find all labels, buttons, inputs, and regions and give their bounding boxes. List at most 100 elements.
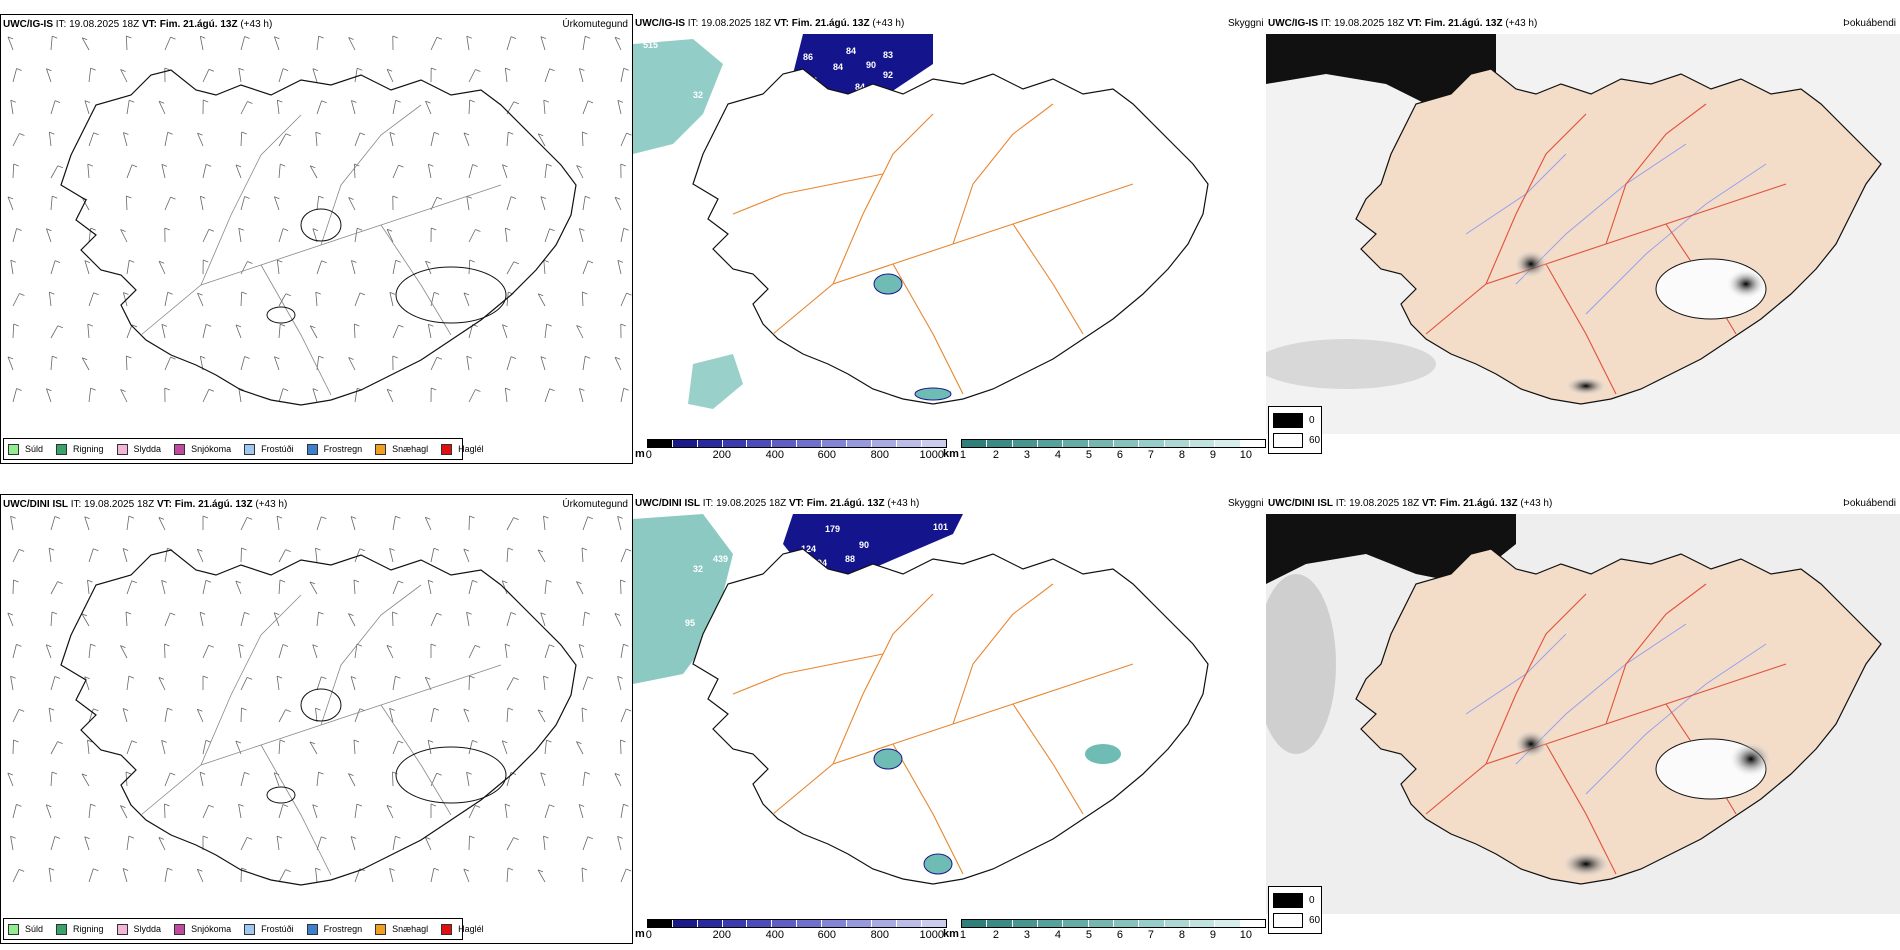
wind-barb (389, 708, 394, 723)
wind-barb-tick (540, 772, 546, 776)
wind-barb (468, 259, 471, 275)
wind-barb (430, 548, 435, 563)
wind-barb-tick (87, 579, 93, 583)
wind-barb (506, 196, 512, 211)
wind-barb-tick (466, 611, 472, 615)
wind-barb (463, 868, 470, 883)
wind-barb-tick (7, 772, 13, 776)
wind-barb-tick (398, 164, 404, 168)
wind-barb (614, 197, 622, 211)
wind-barb-tick (167, 291, 173, 295)
wind-barb-tick (197, 548, 203, 552)
wind-barb (468, 69, 476, 83)
low-vis-south-patch (914, 387, 952, 401)
wind-barb (506, 132, 509, 147)
wind-barb-tick (93, 132, 99, 136)
wind-barb-tick (274, 772, 280, 776)
wind-barb-tick (427, 579, 434, 583)
wind-barb-tick (170, 772, 176, 776)
vis-colorbar: km 1 2 3 4 5 6 7 8 9 10 (943, 919, 1266, 942)
wind-barb (353, 579, 356, 595)
legend-item-sudl: Súld (8, 443, 43, 455)
wind-barb-tick (587, 260, 594, 264)
wind-barb-tick (54, 260, 61, 263)
wind-barb-tick (199, 611, 206, 615)
wind-barb-tick (348, 773, 354, 776)
wind-barb (316, 100, 322, 115)
wind-barb (48, 132, 52, 147)
swatch-sudl-icon (8, 443, 19, 455)
wind-barb (7, 36, 14, 51)
wind-barb-tick (126, 355, 132, 359)
wind-barb (199, 772, 204, 787)
wind-barb (278, 324, 281, 339)
wind-barb (582, 772, 586, 787)
wind-barb (504, 804, 508, 819)
wind-barb-tick (549, 804, 555, 808)
wind-barb-tick (430, 803, 437, 807)
cloud-base-number: 266 (745, 524, 760, 534)
ceiling-unit: m (635, 928, 645, 940)
wind-barb (506, 612, 512, 627)
wind-barb (48, 548, 52, 563)
fog-gray-west (1266, 574, 1336, 754)
wind-barb-tick (614, 613, 621, 616)
fog-dark-glacier (1726, 269, 1766, 299)
wind-barb-tick (392, 355, 398, 359)
wind-barb (238, 228, 242, 243)
wind-barb (543, 836, 546, 851)
wind-barb (576, 165, 584, 179)
wind-barb-tick (122, 708, 129, 711)
wind-barb (581, 547, 584, 563)
wind-barb (81, 197, 90, 211)
wind-barb (120, 805, 128, 819)
wind-barb (543, 516, 546, 531)
swatch-snjokoma-icon (174, 923, 186, 935)
wind-barb-tick (537, 709, 544, 713)
wind-barb-tick (436, 36, 443, 40)
wind-barb-tick (235, 580, 241, 584)
wind-barb-tick (540, 356, 547, 359)
fog-legend-item-0: 0 (1269, 890, 1321, 910)
wind-barb (386, 645, 394, 659)
wind-barb (48, 868, 52, 883)
wind-barb (126, 100, 130, 115)
wind-barb-tick (507, 707, 514, 711)
legend-item-haglel: Haglél (441, 443, 484, 455)
wind-barb-tick (312, 228, 319, 231)
wind-barb (10, 836, 14, 851)
wind-barb-tick (310, 165, 316, 169)
wind-barb-tick (84, 836, 90, 840)
wind-barb-tick (617, 260, 624, 263)
wind-barb (164, 36, 171, 51)
wind-barb-tick (238, 227, 244, 231)
wind-barb-tick (120, 389, 126, 392)
wind-barb-tick (620, 323, 626, 327)
wind-barb-tick (587, 100, 594, 104)
wind-barb-tick (51, 611, 58, 615)
wind-barb (161, 580, 166, 595)
wind-barb-tick (623, 67, 629, 71)
wind-barb-tick (626, 132, 632, 136)
wind-barb (240, 517, 248, 531)
wind-barb-tick (395, 835, 401, 839)
wind-barb (425, 100, 432, 115)
wind-barb-tick (202, 835, 209, 839)
precip-title: Úrkomutegund (562, 19, 628, 30)
wind-barb (506, 707, 509, 723)
ceiling-ticks: 0 200 400 600 800 1000 (645, 929, 945, 941)
legend-item-slydda: Slydda (116, 923, 161, 935)
wind-barb (10, 100, 14, 115)
fog-swatch-0-icon (1273, 412, 1303, 428)
swatch-haglel-icon (441, 923, 453, 935)
wind-barb-tick (131, 740, 137, 744)
wind-barb (504, 68, 508, 83)
wind-barb (581, 707, 584, 723)
wind-barb (84, 516, 90, 531)
wind-barb-tick (16, 804, 22, 807)
wind-barb (120, 389, 128, 403)
wind-barb (50, 36, 53, 51)
wind-barb-tick (466, 35, 472, 39)
wind-barb-tick (549, 644, 555, 648)
